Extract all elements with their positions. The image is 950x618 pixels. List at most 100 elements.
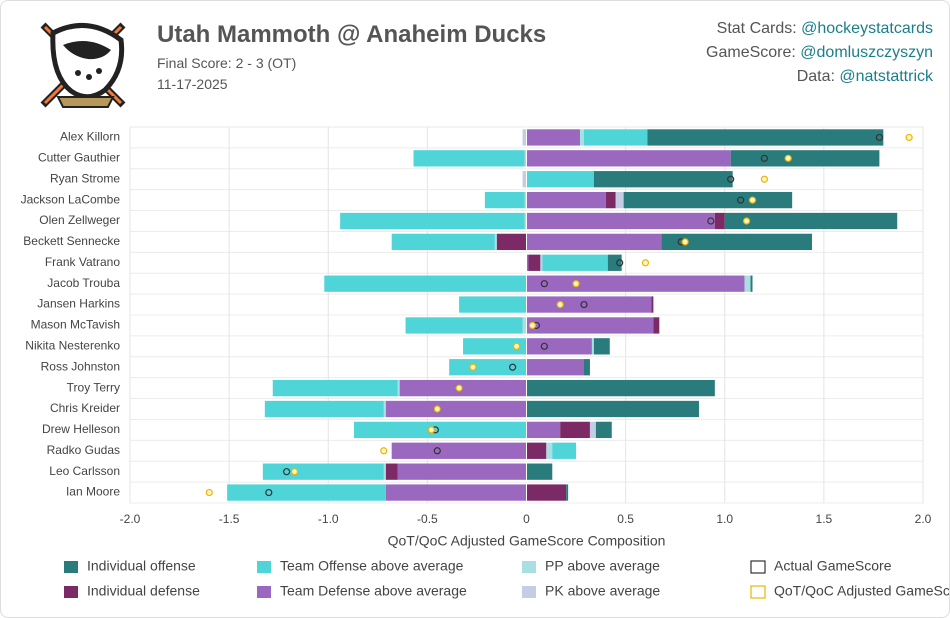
bar-segment (262, 463, 384, 480)
bar-segment (605, 191, 616, 209)
bar-segment (272, 379, 398, 397)
legend-swatch (750, 585, 766, 599)
bar-segment (583, 359, 590, 376)
bar-segment (542, 254, 608, 271)
marker (784, 154, 792, 162)
bar-segment (463, 338, 527, 355)
y-tick-label: Ryan Strome (50, 171, 120, 185)
bar-segment (227, 484, 386, 501)
title: Utah Mammoth @ Anaheim Ducks (157, 21, 547, 48)
marker (283, 468, 291, 476)
bar-segment (522, 129, 527, 146)
marker (380, 447, 388, 455)
bar-segment (653, 317, 660, 334)
legend-label: Actual GameScore (774, 558, 892, 574)
credit-handle[interactable]: @natstattrick (839, 68, 933, 85)
marker (509, 363, 517, 371)
bar-segment (607, 254, 622, 271)
legend-label: Individual defense (87, 583, 200, 599)
bar-segment (526, 129, 581, 146)
bar-segment (354, 421, 527, 439)
bar-segment (526, 254, 529, 271)
bar-segment (383, 463, 386, 480)
bar-segment (591, 338, 594, 355)
bar-segment (651, 296, 654, 313)
x-tick-label: -0.5 (417, 512, 438, 526)
marker (290, 468, 299, 476)
legend-label: Team Offense above average (280, 558, 464, 574)
marker (265, 488, 273, 497)
date: 11-17-2025 (157, 76, 228, 92)
bar-segment (593, 338, 610, 355)
y-tick-label: Nikita Nesterenko (25, 339, 120, 353)
marker (905, 133, 913, 142)
marker (616, 259, 624, 267)
marker (540, 342, 548, 350)
bar-segment (593, 171, 733, 188)
credit-handle[interactable]: @domluszczyszyn (800, 44, 933, 61)
credit-handle[interactable]: @hockeystatcards (801, 20, 933, 37)
bar-segment (522, 317, 527, 334)
legend-swatch (522, 586, 536, 598)
x-tick-label: 0.5 (617, 512, 634, 526)
y-tick-label: Jansen Harkins (37, 297, 120, 311)
bar-segment (661, 233, 812, 251)
bar-segment (526, 400, 699, 418)
bar-segment (724, 212, 898, 230)
legend-swatch (64, 586, 78, 598)
x-tick-label: 2.0 (915, 512, 932, 526)
bar-segment (750, 275, 753, 292)
x-tick-label: 0 (523, 512, 530, 526)
legend-swatch (257, 561, 271, 573)
credits: Stat Cards: @hockeystatcards GameScore: @… (706, 17, 933, 89)
bar-segment (399, 379, 527, 397)
bar-segment (526, 212, 715, 230)
marker (528, 321, 537, 330)
bar-segment (526, 442, 547, 459)
y-tick-label: Frank Vatrano (45, 255, 120, 269)
bar-segment (264, 400, 384, 418)
legend-swatch (64, 561, 78, 573)
bar-segment (526, 379, 715, 397)
marker (748, 196, 757, 204)
bar-segment (526, 338, 592, 355)
marker (737, 196, 745, 204)
credit-label: Data: (796, 68, 835, 85)
credit-label: GameScore: (706, 44, 796, 61)
legend-label: QoT/QoC Adjusted GameScore (774, 583, 949, 599)
x-axis-label: QoT/QoC Adjusted GameScore Composition (388, 533, 666, 549)
bar-segment (730, 150, 880, 167)
bar-segment (383, 400, 386, 418)
bar-segment (449, 359, 527, 376)
y-tick-label: Beckett Sennecke (23, 234, 120, 248)
bar-segment (623, 191, 793, 209)
bar-segment (526, 191, 606, 209)
bar-segment (540, 254, 543, 271)
bar-segment (484, 191, 525, 209)
y-tick-label: Leo Carlsson (49, 464, 120, 478)
marker (707, 217, 715, 225)
credit: Stat Cards: @hockeystatcards (706, 17, 933, 41)
bar-segment (595, 421, 612, 439)
y-tick-label: Jackson LaCombe (21, 192, 121, 206)
bar-segment (566, 484, 569, 501)
bar-segment (496, 233, 527, 251)
legend-swatch (522, 561, 536, 573)
legend-swatch (257, 586, 271, 598)
marker (427, 426, 435, 434)
bar-segment (526, 484, 567, 501)
marker (572, 280, 580, 288)
bar-segment (405, 317, 523, 334)
bar-segment (526, 359, 584, 376)
bar-segment (580, 129, 584, 146)
bar-segment (385, 484, 527, 501)
bar-segment (385, 400, 527, 418)
marker (727, 175, 735, 183)
legend-label: PK above average (545, 583, 660, 599)
bar-segment (340, 212, 525, 230)
team-logo (40, 22, 126, 108)
legend-label: Team Defense above average (280, 583, 467, 599)
bar-segment (589, 421, 596, 439)
